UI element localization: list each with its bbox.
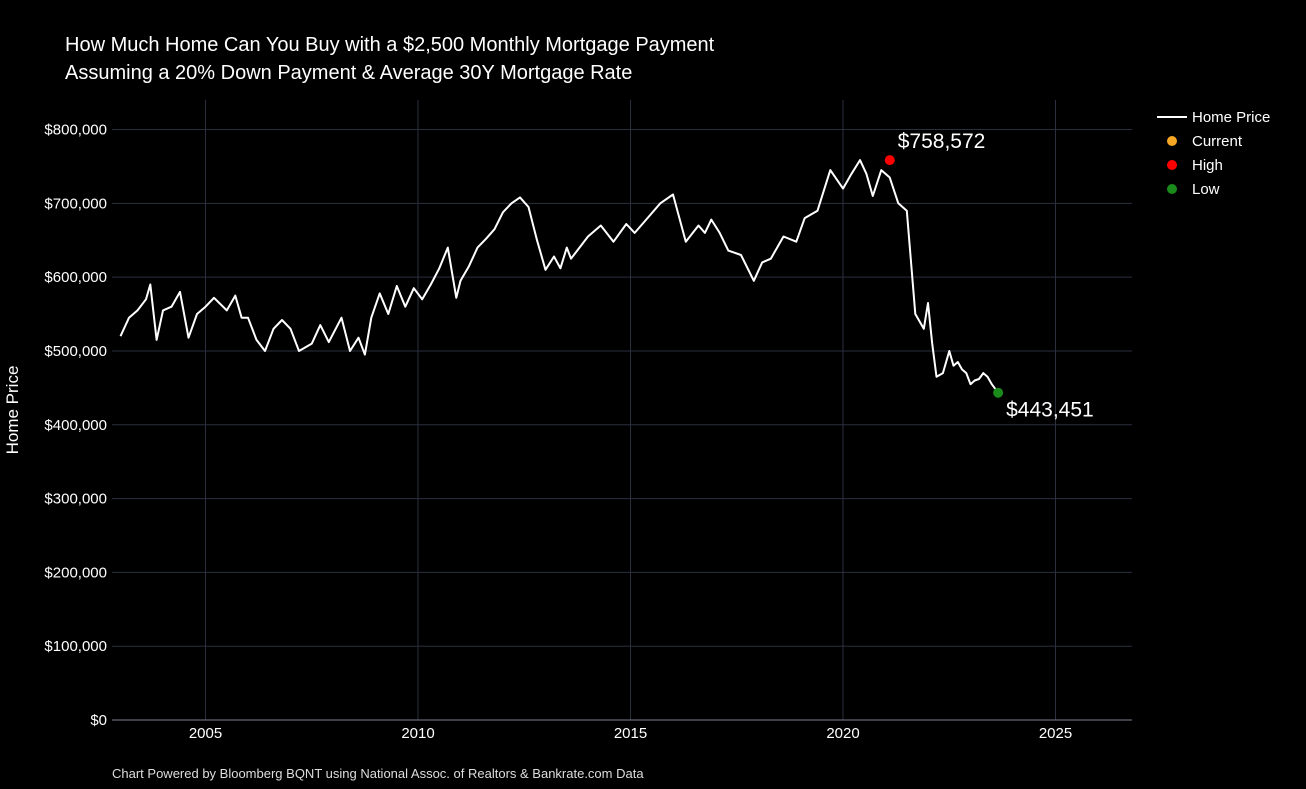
legend-item-low[interactable]: Low xyxy=(1167,181,1220,198)
x-tick-label: 2020 xyxy=(826,725,859,742)
y-axis-title: Home Price xyxy=(3,366,22,455)
point-label-high: $758,572 xyxy=(898,130,986,153)
y-tick-labels: $0 $100,000 $200,000 $300,000 $400,000 $500,0… xyxy=(44,122,107,729)
legend-item-high[interactable]: High xyxy=(1167,157,1223,174)
x-tick-label: 2010 xyxy=(401,725,434,742)
legend-label: High xyxy=(1192,157,1223,174)
legend-label: Low xyxy=(1192,181,1220,198)
x-tick-label: 2015 xyxy=(614,725,647,742)
y-tick-label: $700,000 xyxy=(44,195,107,212)
y-tick-label: $100,000 xyxy=(44,638,107,655)
point-label-low: $443,451 xyxy=(1006,399,1094,422)
y-tick-label: $600,000 xyxy=(44,269,107,286)
legend[interactable]: Home Price Current High Low xyxy=(1157,109,1270,198)
y-tick-label: $500,000 xyxy=(44,343,107,360)
legend-swatch-marker xyxy=(1167,184,1177,194)
grid xyxy=(112,100,1132,720)
point-low xyxy=(993,387,1004,398)
y-tick-label: $300,000 xyxy=(44,491,107,508)
chart-title-line-2: Assuming a 20% Down Payment & Average 30… xyxy=(65,62,632,84)
chart-footer: Chart Powered by Bloomberg BQNT using Na… xyxy=(112,766,644,781)
highlight-points: $758,572 $443,451 xyxy=(884,130,1094,422)
y-tick-label: $800,000 xyxy=(44,122,107,139)
y-tick-label: $200,000 xyxy=(44,564,107,581)
series-line-home-price xyxy=(119,159,999,394)
legend-item-current[interactable]: Current xyxy=(1167,133,1243,150)
x-tick-label: 2025 xyxy=(1039,725,1072,742)
legend-item-home-price[interactable]: Home Price xyxy=(1157,109,1270,126)
y-tick-label: $400,000 xyxy=(44,417,107,434)
legend-label: Current xyxy=(1192,133,1243,150)
point-high xyxy=(884,155,895,166)
y-tick-label: $0 xyxy=(90,712,107,729)
x-tick-label: 2005 xyxy=(189,725,222,742)
chart-title-line-1: How Much Home Can You Buy with a $2,500 … xyxy=(65,34,715,56)
legend-swatch-marker xyxy=(1167,160,1177,170)
chart-title: How Much Home Can You Buy with a $2,500 … xyxy=(65,34,715,84)
x-tick-labels: 2005 2010 2015 2020 2025 xyxy=(189,725,1072,742)
series-layer xyxy=(119,159,999,394)
legend-label: Home Price xyxy=(1192,109,1270,126)
legend-swatch-marker xyxy=(1167,136,1177,146)
